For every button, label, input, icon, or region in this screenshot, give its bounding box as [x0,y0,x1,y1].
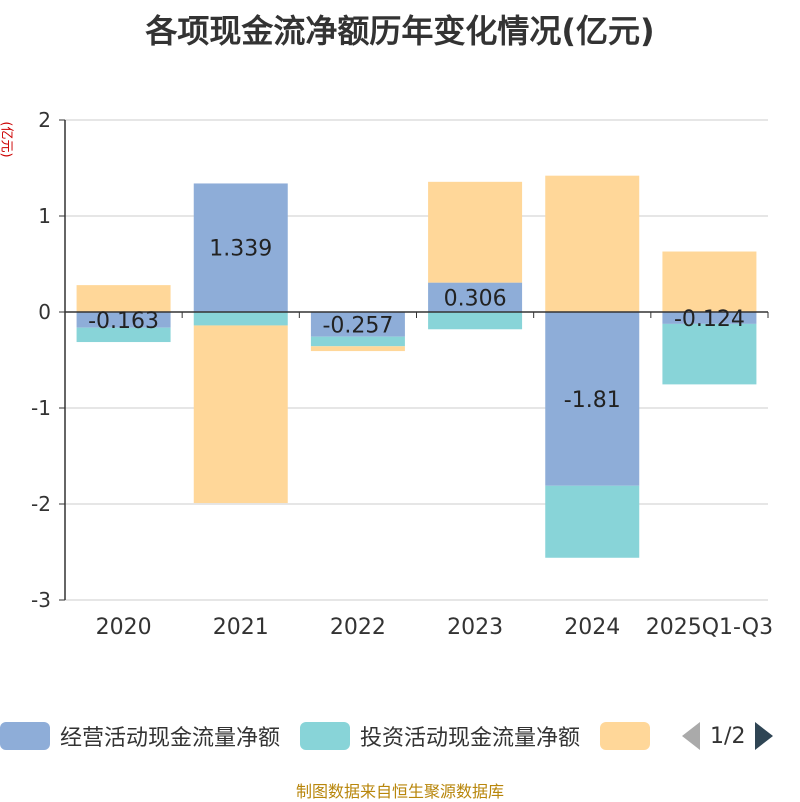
bar-series-2-2021[interactable] [193,325,288,504]
data-source-note: 制图数据来自恒生聚源数据库 [295,782,504,801]
x-tick-label: 2020 [96,615,152,640]
legend-next-arrow-icon[interactable] [755,722,774,750]
x-tick-label: 2022 [330,615,386,640]
legend-item-investing[interactable]: 投资活动现金流量净额 [300,720,580,752]
data-label-2025Q1-Q3: -0.124 [674,307,745,332]
bar-series-1-2020[interactable] [76,327,171,343]
x-tick-label: 2023 [447,615,503,640]
bar-series-2-2025Q1-Q3[interactable] [662,251,757,312]
bar-series-0-2020[interactable] [76,312,171,328]
data-label-2024: -1.81 [564,388,621,413]
legend-pager: 1/2 [682,722,774,750]
bar-series-0-2021[interactable] [193,183,288,312]
bar-series-1-2025Q1-Q3[interactable] [662,323,757,385]
legend-item-financing[interactable] [600,722,660,750]
legend-label-operating: 经营活动现金流量净额 [60,726,281,751]
legend-label-investing: 投资活动现金流量净额 [360,726,581,751]
y-tick-label: -2 [31,492,51,516]
bar-series-2-2020[interactable] [76,285,171,312]
bar-series-1-2021[interactable] [193,312,288,326]
data-label-2020: -0.163 [88,309,159,334]
bar-series-2-2022[interactable] [310,346,405,352]
legend-swatch-operating [0,722,50,750]
bar-series-0-2023[interactable] [428,282,523,312]
bar-series-2-2023[interactable] [428,181,523,283]
bar-series-1-2024[interactable] [545,485,640,558]
legend-item-operating[interactable]: 经营活动现金流量净额 [0,720,280,752]
bar-series-2-2024[interactable] [545,175,640,312]
legend-swatch-investing [300,722,351,750]
legend-page-indicator: 1/2 [710,723,746,749]
x-tick-label: 2025Q1-Q3 [646,615,773,640]
bar-series-1-2022[interactable] [310,336,405,347]
bar-series-0-2025Q1-Q3[interactable] [662,312,757,324]
y-tick-label: 1 [38,204,51,228]
y-tick-label: -1 [31,396,51,420]
legend: 经营活动现金流量净额 投资活动现金流量净额 1/2 [0,716,800,756]
y-tick-label: -3 [31,588,51,612]
x-tick-label: 2024 [564,615,620,640]
y-tick-label: 2 [38,108,51,132]
chart-title: 各项现金流净额历年变化情况(亿元) [145,12,655,50]
data-label-2021: 1.339 [209,237,272,262]
y-tick-label: 0 [38,300,51,324]
legend-swatch-financing [600,722,651,750]
bar-series-1-2023[interactable] [428,312,523,330]
data-label-2022: -0.257 [322,313,393,338]
legend-prev-arrow-icon[interactable] [682,722,701,750]
data-label-2023: 0.306 [444,286,507,311]
chart-plot: 2 1 0 -1 -2 -3 2020 2021 2022 2023 2024 2025Q1-Q3 -… [31,108,773,640]
bar-series-0-2022[interactable] [310,312,405,337]
bar-series-0-2024[interactable] [545,312,640,486]
x-tick-label: 2021 [213,615,269,640]
